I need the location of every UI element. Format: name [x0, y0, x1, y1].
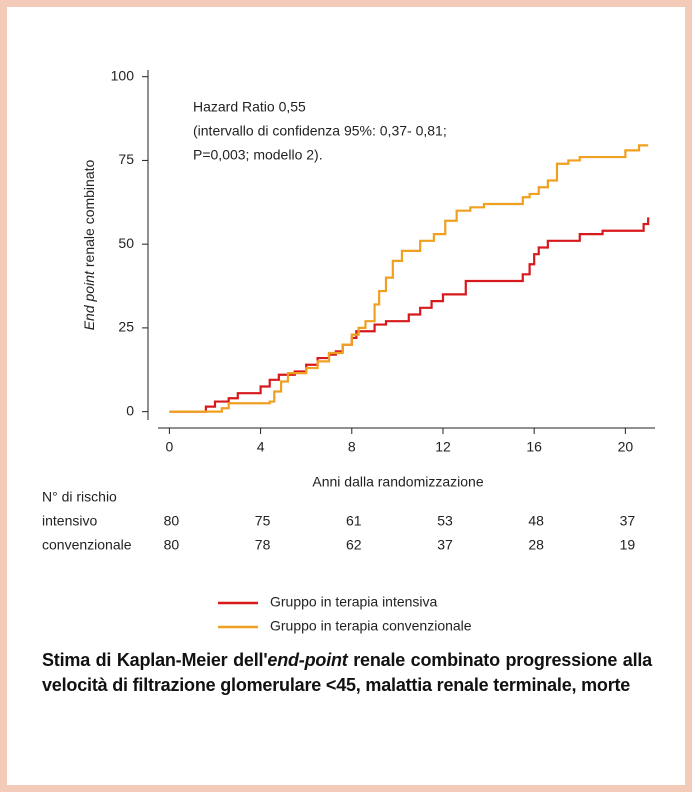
annotation: Hazard Ratio 0,55 — [193, 99, 306, 115]
legend-label: Gruppo in terapia convenzionale — [270, 618, 472, 634]
risk-value: 28 — [528, 537, 544, 553]
risk-title: N° di rischio — [42, 489, 117, 505]
x-tick-label: 16 — [526, 439, 542, 455]
y-label-rest: renale combinato — [81, 160, 97, 268]
risk-row-label: convenzionale — [42, 537, 132, 553]
risk-value: 19 — [620, 537, 636, 553]
caption-part: renale combinato progressione alla veloc… — [42, 650, 652, 695]
risk-value: 75 — [255, 513, 271, 529]
risk-value: 80 — [164, 513, 180, 529]
y-tick-label: 25 — [118, 319, 134, 335]
risk-value: 37 — [437, 537, 453, 553]
km-curve — [169, 144, 649, 413]
y-axis-label: End point renale combinato — [81, 160, 97, 331]
risk-row-label: intensivo — [42, 513, 97, 529]
risk-value: 80 — [164, 537, 180, 553]
km-curve — [169, 217, 650, 413]
risk-value: 37 — [620, 513, 636, 529]
y-tick-label: 75 — [118, 151, 134, 167]
risk-value: 53 — [437, 513, 453, 529]
risk-value: 61 — [346, 513, 362, 529]
x-tick-label: 8 — [348, 439, 356, 455]
annotation: P=0,003; modello 2). — [193, 147, 323, 163]
y-tick-label: 0 — [126, 402, 134, 418]
y-tick-label: 50 — [118, 235, 134, 251]
risk-value: 78 — [255, 537, 271, 553]
y-tick-label: 100 — [111, 67, 135, 83]
x-tick-label: 20 — [618, 439, 634, 455]
y-label-italic: End point — [81, 270, 97, 330]
legend-label: Gruppo in terapia intensiva — [270, 594, 438, 610]
caption: Stima di Kaplan-Meier dell'end-point ren… — [42, 648, 652, 698]
x-tick-label: 0 — [166, 439, 174, 455]
caption-part: Stima di Kaplan-Meier dell' — [42, 650, 268, 670]
annotation: (intervallo di confidenza 95%: 0,37- 0,8… — [193, 123, 447, 139]
risk-value: 62 — [346, 537, 362, 553]
caption-italic: end-point — [267, 650, 348, 670]
x-tick-label: 12 — [435, 439, 451, 455]
x-axis-label: Anni dalla randomizzazione — [312, 474, 483, 490]
x-tick-label: 4 — [257, 439, 265, 455]
risk-value: 48 — [528, 513, 544, 529]
